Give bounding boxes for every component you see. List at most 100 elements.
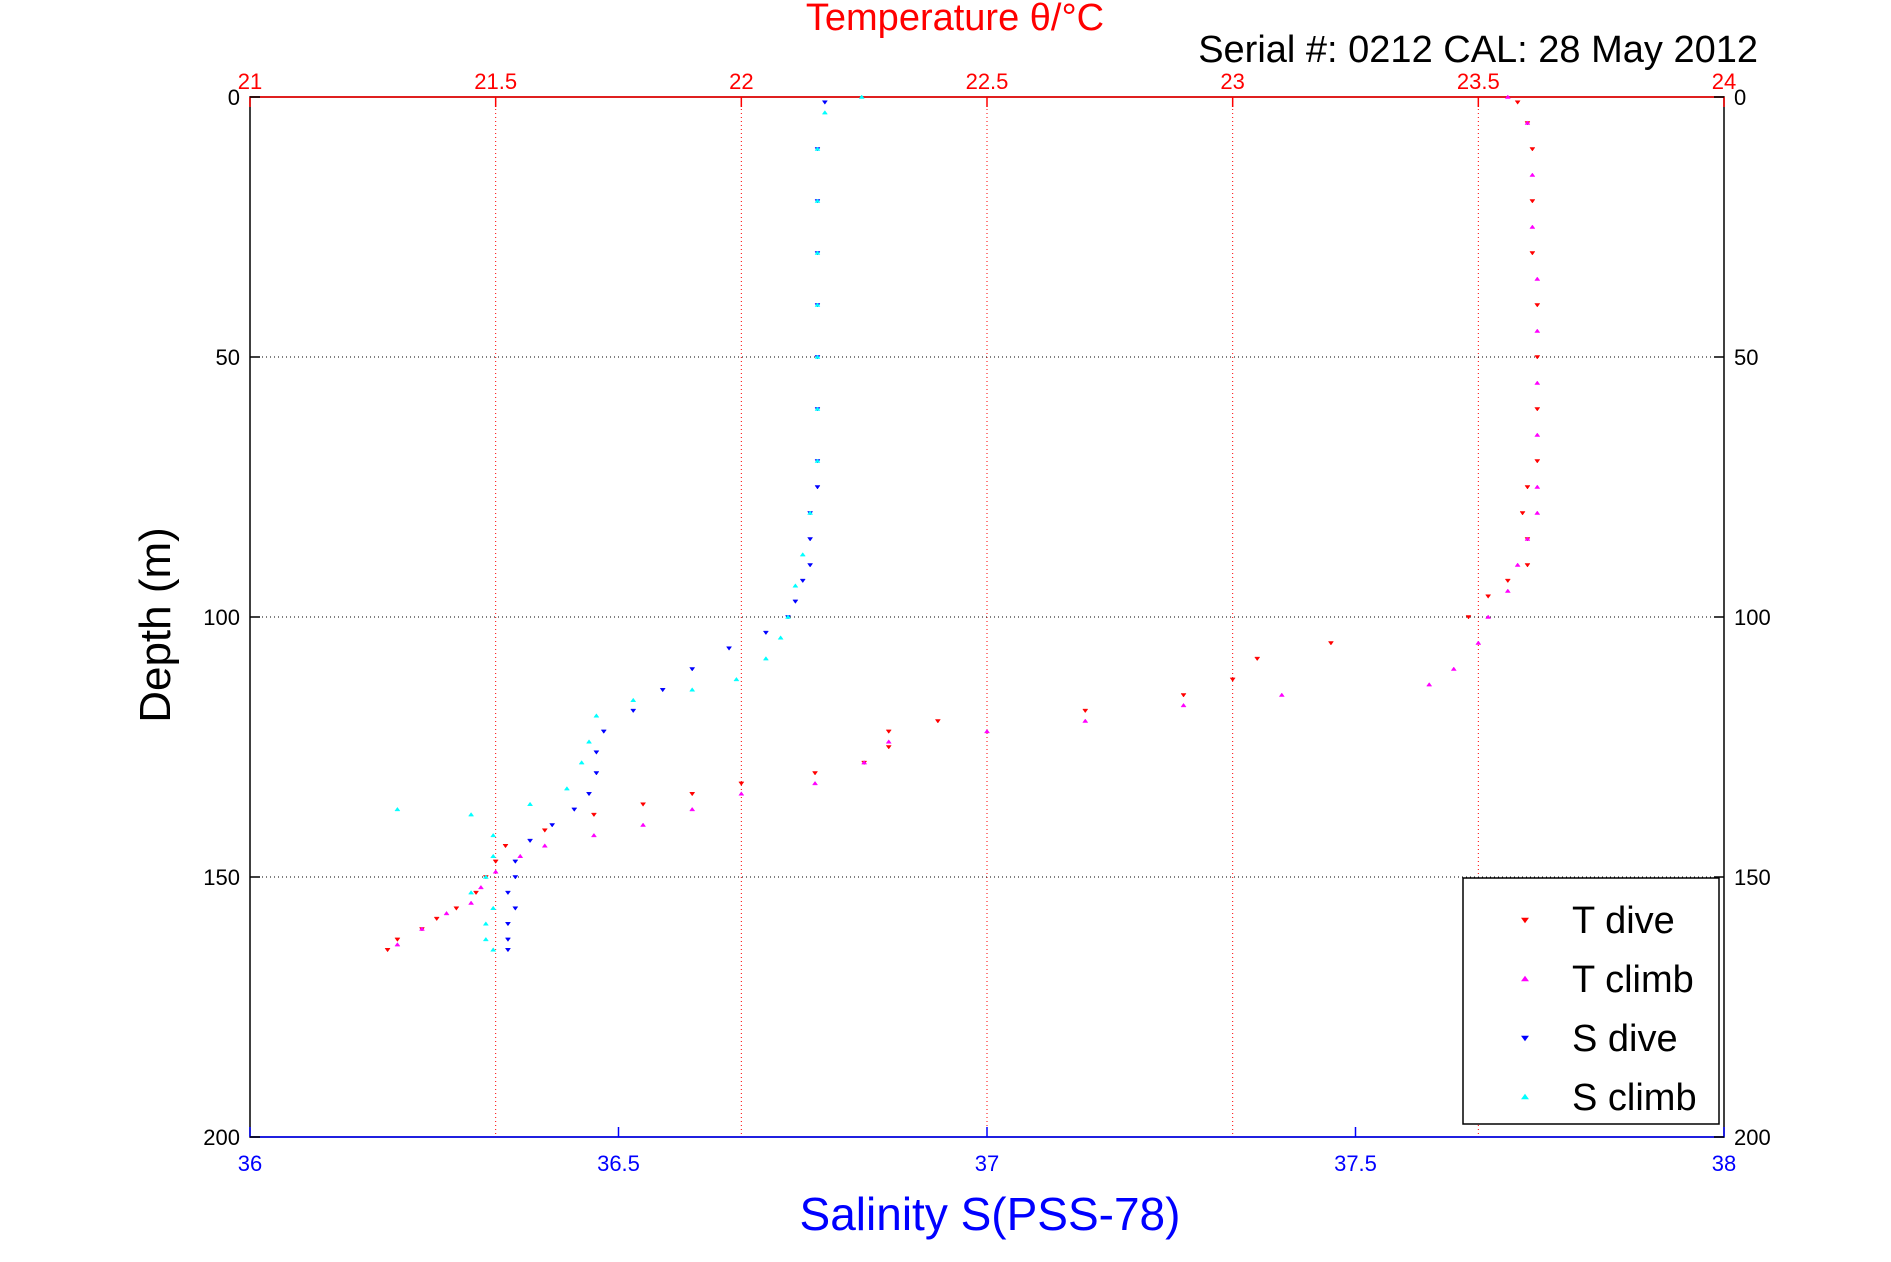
- legend: T dive T climb S dive S climb: [1462, 877, 1720, 1125]
- data-point: [549, 823, 556, 828]
- data-point: [1327, 641, 1334, 646]
- data-point: [792, 583, 799, 588]
- data-point: [858, 94, 865, 99]
- data-point: [1519, 511, 1526, 516]
- temperature-tick-label: 22.5: [966, 69, 1009, 94]
- serial-calibration-label: Serial #: 0212 CAL: 28 May 2012: [1198, 29, 1758, 71]
- data-point: [689, 687, 696, 692]
- data-point: [1534, 407, 1541, 412]
- data-point: [473, 890, 479, 896]
- salinity-tick-label: 36: [238, 1151, 262, 1176]
- data-point: [762, 656, 769, 661]
- data-point: [1485, 614, 1492, 619]
- data-point: [468, 812, 475, 817]
- data-point: [689, 792, 696, 797]
- data-point: [571, 807, 578, 812]
- legend-marker: [1521, 917, 1529, 924]
- depth-tick-label-left: 50: [216, 345, 240, 370]
- data-point: [433, 916, 440, 922]
- data-point: [586, 792, 593, 797]
- depth-tick-label-right: 50: [1734, 345, 1758, 370]
- depth-tick-label-right: 0: [1734, 85, 1746, 110]
- data-point: [799, 578, 806, 584]
- data-point: [1180, 702, 1187, 708]
- temperature-tick-label: 21.5: [474, 69, 517, 94]
- data-point: [814, 146, 821, 151]
- data-point: [504, 948, 511, 953]
- data-point: [807, 537, 814, 542]
- data-point: [1514, 100, 1521, 105]
- depth-tick-label-left: 0: [228, 85, 240, 110]
- data-point: [541, 843, 548, 848]
- data-point: [563, 786, 570, 791]
- data-point: [812, 771, 819, 776]
- tick-labels: 21 21.5 22 22.5 23 23.5 24 36 36.5 37 37.5 38 0 0 50 50…: [203, 69, 1770, 1176]
- data-point: [1180, 693, 1187, 698]
- data-point: [593, 771, 600, 776]
- data-point: [777, 635, 784, 640]
- data-point: [885, 729, 892, 734]
- depth-tick-label-left: 200: [203, 1125, 240, 1150]
- legend-marker: [1521, 1093, 1529, 1100]
- data-point: [1534, 380, 1541, 385]
- data-point: [792, 599, 799, 604]
- data-point: [1082, 718, 1089, 723]
- data-point: [490, 905, 497, 910]
- data-point: [814, 354, 821, 359]
- data-point: [512, 875, 519, 880]
- data-point: [512, 906, 519, 911]
- data-point: [586, 739, 593, 744]
- data-point: [1534, 303, 1541, 308]
- salinity-tick-label: 37.5: [1334, 1151, 1377, 1176]
- data-point: [477, 884, 484, 890]
- salinity-tick-label: 36.5: [597, 1151, 640, 1176]
- depth-tick-label-right: 150: [1734, 865, 1771, 890]
- data-point: [504, 937, 511, 942]
- tick-marks: [249, 96, 1725, 1138]
- depth-tick-label-left: 100: [203, 605, 240, 630]
- data-point: [1524, 536, 1531, 541]
- data-point: [1529, 172, 1536, 177]
- salinity-tick-label: 38: [1712, 1151, 1736, 1176]
- data-point: [418, 926, 425, 931]
- data-point: [812, 780, 819, 786]
- data-point: [814, 198, 821, 203]
- data-point: [504, 890, 511, 896]
- depth-tick-label-left: 150: [203, 865, 240, 890]
- data-point: [1278, 692, 1285, 697]
- data-point: [630, 697, 637, 702]
- depth-tick-label-right: 200: [1734, 1125, 1771, 1150]
- legend-marker: [1521, 975, 1529, 982]
- series-s-climb: [394, 94, 865, 952]
- data-point: [762, 630, 769, 636]
- data-point: [490, 853, 497, 858]
- data-point: [492, 859, 499, 864]
- data-point: [659, 688, 666, 693]
- legend-marker: [1521, 1035, 1529, 1042]
- legend-box: [1462, 877, 1720, 1125]
- data-point: [1534, 432, 1541, 437]
- temperature-tick-label: 23: [1220, 69, 1244, 94]
- data-point: [1534, 328, 1541, 333]
- series-t-climb: [394, 94, 1541, 947]
- data-point: [1534, 510, 1541, 515]
- data-point: [490, 947, 497, 952]
- data-point: [490, 832, 497, 838]
- data-point: [512, 859, 519, 864]
- data-point: [814, 458, 821, 463]
- grid-lines: [250, 97, 1724, 1137]
- data-point: [814, 406, 821, 411]
- data-point: [1485, 594, 1492, 599]
- data-point: [1504, 94, 1511, 99]
- data-point: [1534, 276, 1541, 281]
- data-point: [482, 921, 489, 926]
- data-point: [1529, 251, 1536, 256]
- data-point: [984, 728, 990, 734]
- temperature-tick-label: 23.5: [1457, 69, 1500, 94]
- temperature-tick-label: 21: [238, 69, 262, 94]
- data-point: [590, 832, 597, 838]
- data-point: [468, 890, 475, 895]
- data-point: [630, 708, 637, 714]
- data-point: [814, 485, 821, 490]
